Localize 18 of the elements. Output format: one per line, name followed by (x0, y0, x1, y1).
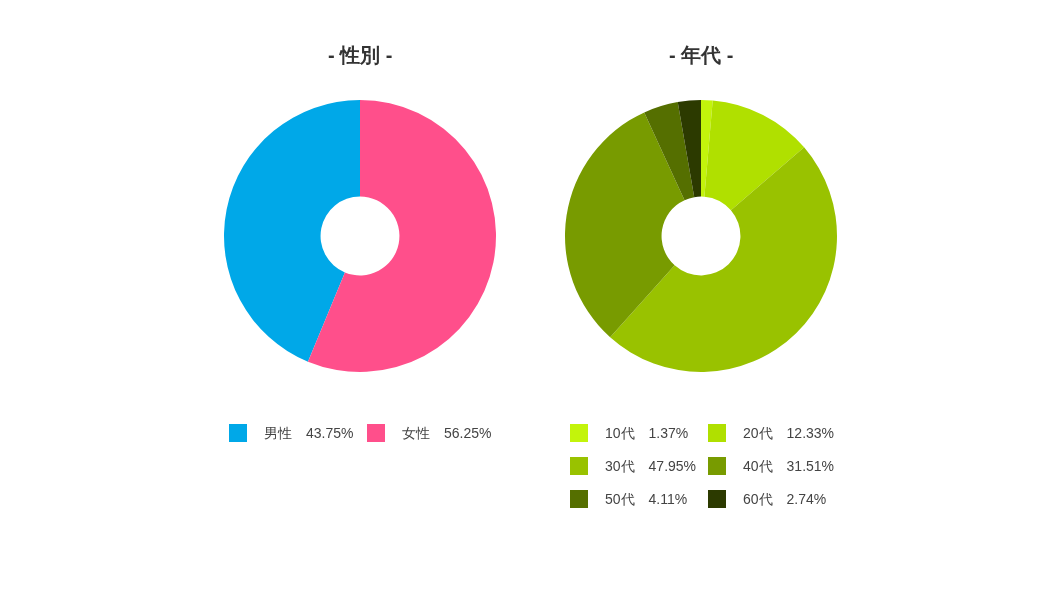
legend-label: 10代 1.37% (605, 425, 689, 441)
chart-title: - 年代 - (669, 44, 734, 66)
donut-slice (610, 147, 837, 372)
chart-title: - 性別 - (328, 44, 393, 66)
donut-slice (704, 100, 805, 211)
donut-slice (224, 100, 360, 362)
legend-label: 男性 43.75% (264, 425, 354, 441)
legend-label: 女性 56.25% (402, 425, 492, 441)
donut-slice (565, 112, 685, 338)
donut-slice (677, 100, 701, 198)
legend-label: 40代 31.51% (743, 458, 835, 474)
donut-slice (644, 102, 695, 201)
legend-label: 30代 47.95% (605, 458, 697, 474)
donut-slice (701, 100, 713, 197)
legend-label: 20代 12.33% (743, 425, 835, 441)
legend-label: 60代 2.74% (743, 491, 827, 507)
legend-label: 50代 4.11% (605, 491, 688, 507)
donut-slice (307, 100, 496, 372)
